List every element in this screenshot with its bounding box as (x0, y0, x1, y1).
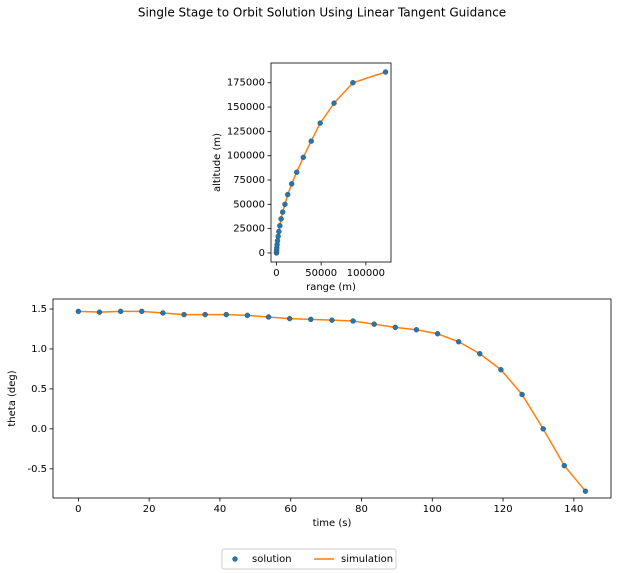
data-point (202, 311, 208, 318)
data-point (282, 201, 288, 208)
data-point (498, 367, 504, 373)
data-point (561, 462, 568, 469)
y-tick-label: 175000 (227, 78, 265, 89)
data-point (519, 391, 525, 398)
y-tick-label: 100000 (227, 151, 265, 162)
data-point (275, 233, 281, 240)
axes-frame (270, 62, 392, 263)
data-point (160, 310, 166, 316)
data-point (96, 309, 103, 315)
y-tick-label: 0.0 (31, 424, 47, 435)
x-tick-label: 80 (355, 504, 368, 515)
x-tick-label: 20 (143, 504, 156, 515)
data-point (117, 308, 124, 315)
y-tick-label: 0 (259, 248, 265, 259)
y-tick-label: 150000 (227, 102, 265, 113)
x-axis-label: range (m) (306, 282, 356, 293)
x-tick-label: 120 (494, 504, 513, 515)
figure-title: Single Stage to Orbit Solution Using Lin… (138, 6, 506, 20)
y-tick-label: 75000 (233, 175, 265, 186)
data-point (244, 312, 251, 319)
data-point (300, 154, 306, 161)
data-point (265, 314, 272, 320)
data-point (286, 315, 293, 322)
data-point (274, 238, 281, 244)
data-point (308, 316, 314, 323)
x-tick-label: 140 (564, 504, 583, 515)
y-tick-label: 1.0 (31, 344, 47, 355)
data-point (477, 351, 483, 357)
x-tick-label: 0 (75, 504, 81, 515)
x-tick-label: 100 (423, 504, 442, 515)
data-point (75, 308, 82, 315)
data-point (413, 327, 420, 333)
y-tick-label: 25000 (233, 224, 265, 235)
data-point (317, 120, 323, 126)
x-tick-label: 50000 (305, 268, 337, 279)
y-tick-label: 0.5 (31, 384, 47, 395)
x-tick-label: 40 (214, 504, 227, 515)
x-tick-label: 0 (273, 268, 279, 279)
y-tick-label: 50000 (233, 199, 265, 210)
data-point (276, 228, 282, 235)
y-axis-label: altitude (m) (212, 133, 223, 192)
data-point (285, 191, 291, 198)
data-point (280, 209, 286, 215)
data-point (540, 426, 546, 432)
x-tick-label: 100000 (347, 268, 385, 279)
legend-label: simulation (341, 554, 393, 565)
data-point (331, 100, 337, 106)
x-axis-label: time (s) (313, 518, 352, 529)
legend-box (221, 548, 397, 570)
data-point (139, 308, 145, 315)
data-point (181, 311, 187, 318)
y-tick-label: -0.5 (27, 464, 47, 475)
x-tick-label: 60 (284, 504, 297, 515)
data-point (277, 223, 283, 229)
data-point (582, 488, 589, 494)
data-point (288, 181, 295, 187)
data-point (350, 80, 356, 86)
legend-label: solution (252, 554, 292, 565)
data-point (434, 331, 441, 337)
data-point (278, 216, 284, 222)
data-point (329, 317, 335, 323)
data-point (223, 311, 229, 318)
data-point (350, 318, 356, 324)
data-point (455, 339, 462, 345)
data-point (371, 321, 377, 327)
legend-marker (232, 556, 238, 562)
data-point (382, 69, 389, 75)
y-tick-label: 1.5 (31, 304, 47, 315)
axes-frame (52, 298, 612, 499)
data-point (308, 138, 314, 144)
y-axis-label: theta (deg) (7, 370, 18, 426)
y-tick-label: 125000 (227, 126, 265, 137)
data-point (392, 324, 398, 331)
data-point (294, 169, 300, 175)
